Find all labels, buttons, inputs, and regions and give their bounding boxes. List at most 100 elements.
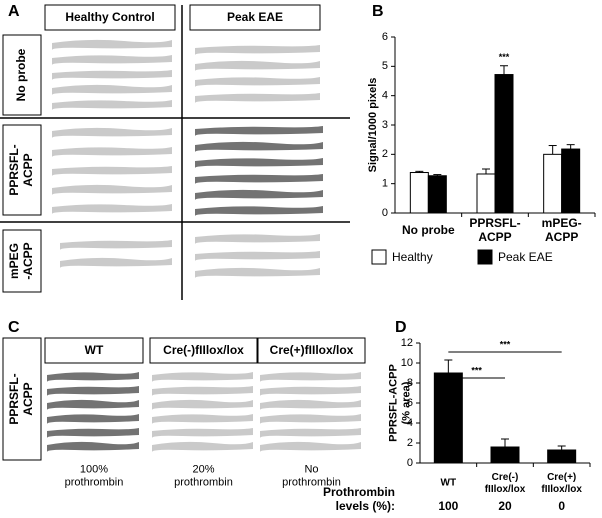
tissue-strip (47, 414, 139, 424)
tissue-strip (195, 251, 320, 261)
caption: No prothrombin (282, 463, 341, 488)
tissue-strip (152, 399, 253, 410)
annotation: *** (471, 365, 482, 375)
bar (409, 172, 429, 214)
y-tick-label: 2 (407, 437, 413, 449)
legend-swatch (371, 249, 387, 265)
tissue-strip (52, 127, 172, 138)
bar (547, 449, 577, 464)
label-box (257, 337, 366, 364)
bar (543, 153, 563, 214)
tissue-strip (195, 174, 323, 184)
label-box (2, 34, 42, 116)
label-box (149, 337, 258, 364)
tissue-strip (260, 414, 361, 424)
y-tick-label: 6 (382, 31, 388, 43)
tissue-strip (47, 386, 139, 396)
annotation: *** (499, 52, 510, 62)
tissue-strip (47, 372, 139, 382)
tissue-strip (47, 428, 139, 438)
tissue-strip (195, 234, 320, 244)
y-tick-label: 2 (382, 148, 388, 160)
column-header: WT (85, 343, 104, 357)
prothrombin-level: 100 (438, 499, 458, 513)
tissue-strip (52, 184, 172, 195)
tissue-strip (47, 441, 139, 452)
y-axis-label: Signal/1000 pixels (367, 78, 379, 173)
y-tick-label: 3 (382, 119, 388, 131)
tissue-strip (152, 428, 253, 438)
column-header: Healthy Control (65, 10, 154, 24)
y-tick-label: 10 (401, 357, 413, 369)
tissue-strip (195, 206, 323, 216)
tissue-strip (52, 166, 172, 176)
x-tick-label: mPEG-ACPP (542, 216, 582, 244)
x-tick-label: No probe (402, 223, 455, 237)
prothrombin-label: Prothrombin levels (%): (323, 485, 395, 513)
tissue-strip (195, 60, 320, 71)
caption: 100% prothrombin (65, 463, 124, 488)
tissue-strip (52, 204, 172, 214)
panel-letter: D (395, 319, 407, 336)
x-tick-label: WT (441, 478, 457, 489)
annotation: *** (500, 339, 511, 349)
row-label: PPRSFL-ACPP (7, 373, 35, 424)
label-box (2, 337, 42, 461)
tissue-strip (260, 428, 361, 438)
column-header: Cre(+)fIIlox/lox (270, 343, 354, 357)
label-box (2, 229, 42, 293)
prothrombin-level: 20 (498, 499, 512, 513)
y-tick-label: 4 (382, 90, 388, 102)
x-tick-label: Cre(-) fIIlox/lox (485, 472, 526, 495)
tissue-strip (195, 158, 323, 168)
legend-label: Peak EAE (498, 250, 553, 264)
bar (433, 372, 463, 464)
y-tick-label: 0 (407, 457, 413, 469)
tissue-strip (52, 100, 172, 110)
tissue-strip (52, 55, 172, 65)
tissue-strip (260, 372, 361, 382)
label-box (189, 4, 321, 31)
column-header: Peak EAE (227, 10, 283, 24)
tissue-strip (152, 386, 253, 396)
tissue-strip (195, 45, 320, 55)
row-label: PPRSFL-ACPP (7, 144, 35, 195)
column-header: Cre(-)fIIlox/lox (163, 343, 244, 357)
y-tick-label: 1 (382, 178, 388, 190)
bar (494, 74, 514, 214)
tissue-strip (152, 441, 253, 452)
tissue-strip (195, 93, 320, 103)
tissue-strip (52, 39, 172, 50)
tissue-strip (52, 84, 172, 95)
bar (490, 446, 520, 464)
bar (476, 173, 496, 214)
tissue-strip (195, 126, 323, 136)
label-box (44, 337, 144, 364)
row-label: mPEG-ACPP (7, 242, 35, 279)
tissue-strip (195, 141, 323, 152)
tissue-strip (47, 399, 139, 410)
row-label: No probe (14, 48, 28, 101)
tissue-strip (195, 189, 323, 200)
caption: 20% prothrombin (174, 463, 233, 488)
y-tick-label: 4 (407, 417, 413, 429)
tissue-strip (260, 441, 361, 452)
tissue-strip (260, 399, 361, 410)
y-tick-label: 0 (382, 207, 388, 219)
prothrombin-level: 0 (558, 499, 565, 513)
bar (561, 148, 581, 214)
panel-letter: A (8, 3, 20, 20)
tissue-strip (260, 386, 361, 396)
y-axis-label: PPRSFL-ACPP(% area) (387, 364, 412, 442)
legend-swatch (477, 249, 493, 265)
x-tick-label: Cre(+) fIIlox/lox (541, 472, 582, 495)
tissue-strip (52, 147, 172, 157)
label-box (2, 124, 42, 216)
y-tick-label: 5 (382, 60, 388, 72)
tissue-strip (152, 372, 253, 382)
x-tick-label: PPRSFL-ACPP (469, 216, 520, 244)
tissue-strip (52, 70, 172, 80)
legend-label: Healthy (392, 250, 433, 264)
panel-letter: B (372, 3, 384, 20)
